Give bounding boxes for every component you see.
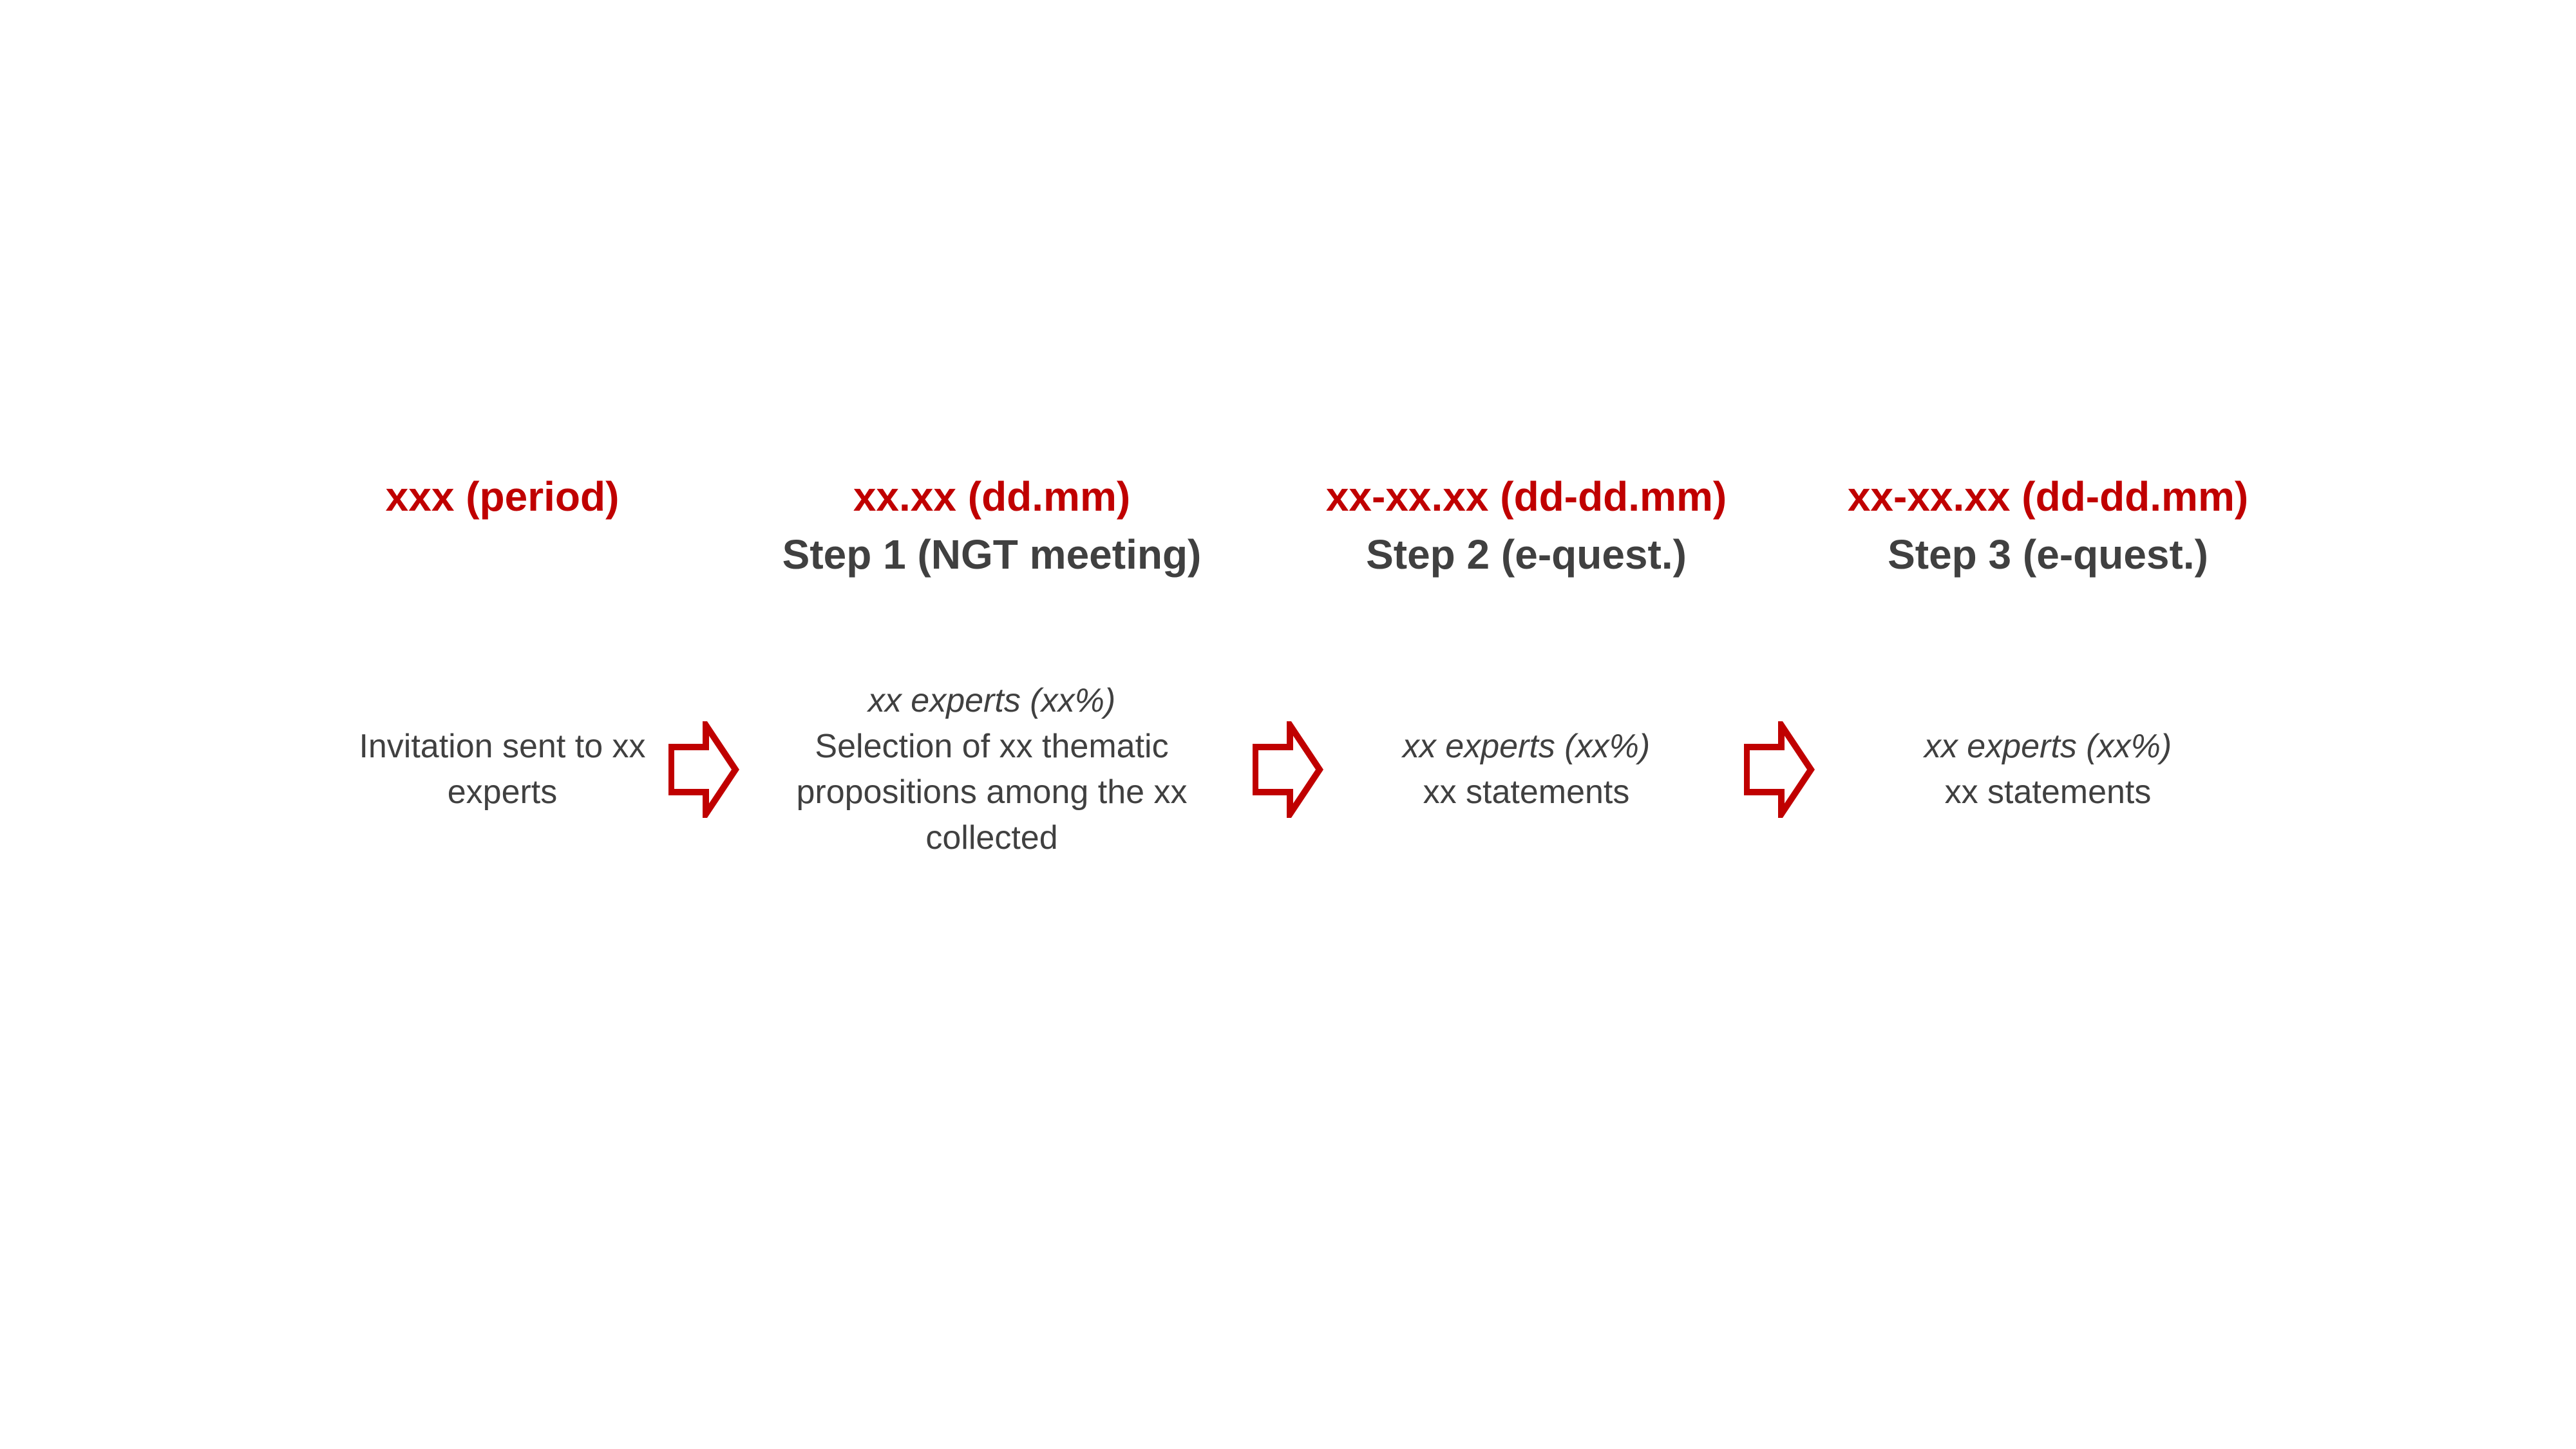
stage-description-block: xx experts (xx%) xx statements [1301,724,1752,815]
stage-step-2: xx-xx.xx (dd-dd.mm) Step 2 (e-quest.) xx… [1301,0,1752,1449]
stage-experts: xx experts (xx%) [867,682,1116,719]
stage-description: Invitation sent to xx experts [359,728,646,811]
right-arrow-outline-icon [1253,721,1323,818]
stage-date: xx-xx.xx (dd-dd.mm) [1325,473,1727,520]
stage-step-1: xx.xx (dd.mm) Step 1 (NGT meeting) xx ex… [766,0,1217,1449]
stage-description-block: xx experts (xx%) xx statements [1823,724,2273,815]
right-arrow-outline-icon [1744,721,1815,818]
right-arrow-outline-icon [668,721,739,818]
stage-description-block: xx experts (xx%) Selection of xx themati… [766,678,1217,861]
stage-step-title: Step 1 (NGT meeting) [782,531,1202,578]
stage-description: xx statements [1423,773,1630,811]
stage-date: xx.xx (dd.mm) [853,473,1131,520]
stage-description: Selection of xx thematic propositions am… [796,728,1188,857]
stage-step-3: xx-xx.xx (dd-dd.mm) Step 3 (e-quest.) xx… [1823,0,2273,1449]
stage-invitation: xxx (period) Invitation sent to xx exper… [309,0,696,1449]
stage-description-block: Invitation sent to xx experts [341,724,663,815]
stage-date: xxx (period) [385,473,620,520]
stage-description: xx statements [1944,773,2152,811]
stage-step-title: Step 3 (e-quest.) [1888,531,2208,578]
stage-experts: xx experts (xx%) [1924,728,2172,765]
stage-step-title: Step 2 (e-quest.) [1366,531,1687,578]
stage-date: xx-xx.xx (dd-dd.mm) [1847,473,2249,520]
stage-experts: xx experts (xx%) [1402,728,1651,765]
